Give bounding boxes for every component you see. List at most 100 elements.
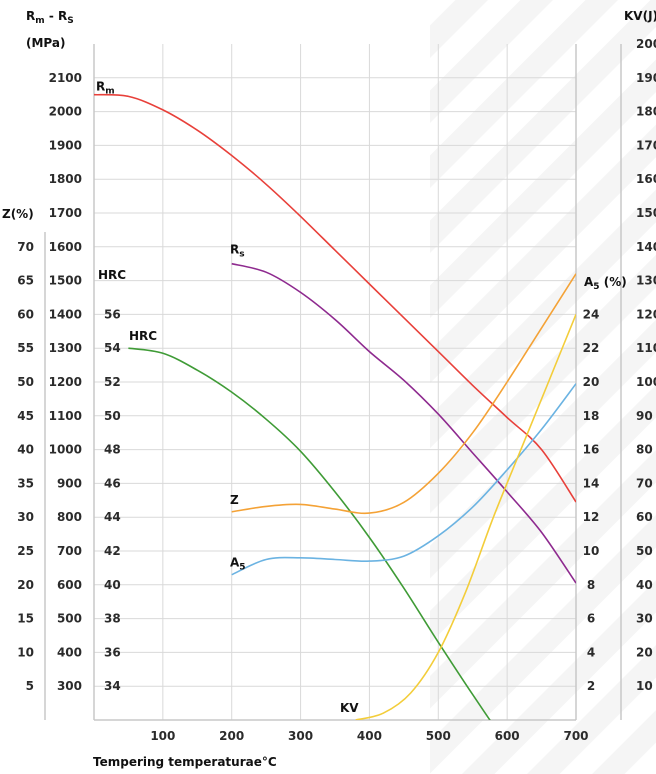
z-tick-label: 50 [17,375,34,389]
series-label-hrc: HRC [129,329,157,343]
strength-tick-label: 2000 [49,105,82,119]
hrc-tick-label: 38 [104,612,121,626]
strength-tick-label: 1200 [49,375,82,389]
x-tick-label: 100 [150,729,175,743]
series-line-kv [355,314,576,720]
kv-tick-label: 180 [636,105,656,119]
x-tick-label: 400 [357,729,382,743]
hrc-tick-label: 40 [104,578,121,592]
kv-tick-label: 80 [636,443,653,457]
x-tick-label: 200 [219,729,244,743]
strength-tick-label: 1900 [49,138,82,152]
strength-tick-label: 600 [57,578,82,592]
strength-tick-label: 900 [57,476,82,490]
a5-tick-label: 20 [583,375,600,389]
a5-tick-label: 22 [583,341,600,355]
a5-tick-label: 8 [587,578,595,592]
series-line-rs [231,262,576,584]
series-line-rm [94,93,576,503]
strength-tick-label: 1100 [49,409,82,423]
series-label-rs: Rs [230,243,245,260]
z-tick-label: 10 [17,645,34,659]
kv-tick-label: 30 [636,612,653,626]
z-tick-label: 20 [17,578,34,592]
labels: 300 400 500 600 700 800 900 1000 1100 1200 1300 140… [17,37,656,743]
hrc-tick-label: 50 [104,409,121,423]
kv-tick-label: 60 [636,510,653,524]
strength-tick-label: 1500 [49,274,82,288]
series-label-a5: A5 [230,556,246,573]
strength-tick-label: 400 [57,645,82,659]
watermark-stripes [430,0,656,774]
kv-tick-label: 160 [636,172,656,186]
series-line-hrc [128,347,491,720]
a5-tick-label: 12 [583,510,600,524]
hrc-tick-label: 42 [104,544,121,558]
series-label-rm: Rm [96,80,115,97]
strength-tick-label: 300 [57,679,82,693]
hrc-axis-title: HRC [98,268,126,282]
kv-tick-label: 100 [636,375,656,389]
hrc-tick-label: 36 [104,645,121,659]
z-tick-label: 30 [17,510,34,524]
z-axis-title: Z(%) [2,207,34,221]
kv-axis-title: KV(J) [624,9,656,23]
kv-tick-label: 70 [636,476,653,490]
z-tick-label: 15 [17,612,34,626]
strength-tick-label: 1700 [49,206,82,220]
z-tick-label: 55 [17,341,34,355]
a5-tick-label: 6 [587,612,595,626]
strength-tick-label: 2100 [49,71,82,85]
strength-tick-label: 800 [57,510,82,524]
axes [44,44,622,721]
x-tick-label: 500 [426,729,451,743]
z-tick-label: 60 [17,307,34,321]
z-tick-label: 40 [17,443,34,457]
kv-tick-label: 190 [636,71,656,85]
x-tick-label: 300 [288,729,313,743]
a5-tick-label: 14 [583,476,600,490]
kv-tick-label: 10 [636,679,653,693]
series-label-z: Z [230,493,239,507]
z-tick-label: 25 [17,544,34,558]
hrc-tick-label: 48 [104,443,121,457]
a5-tick-label: 24 [583,307,600,321]
z-tick-label: 35 [17,476,34,490]
hrc-tick-label: 46 [104,476,121,490]
a5-axis-title: A5 (%) [584,275,627,292]
hrc-tick-label: 34 [104,679,121,693]
a5-tick-label: 10 [583,544,600,558]
hrc-tick-label: 54 [104,341,121,355]
a5-tick-label: 4 [587,645,595,659]
a5-tick-label: 2 [587,679,595,693]
curves [94,93,576,720]
strength-tick-label: 1400 [49,307,82,321]
hrc-tick-label: 52 [104,375,121,389]
kv-tick-label: 200 [636,37,656,51]
z-tick-label: 45 [17,409,34,423]
kv-tick-label: 40 [636,578,653,592]
z-tick-label: 65 [17,274,34,288]
x-tick-label: 700 [563,729,588,743]
series-label-kv: KV [340,701,359,715]
kv-tick-label: 130 [636,274,656,288]
strength-tick-label: 1000 [49,443,82,457]
x-axis-title: Tempering temperaturae°C [93,755,277,769]
kv-tick-label: 90 [636,409,653,423]
kv-tick-label: 110 [636,341,656,355]
grid [94,44,577,720]
hrc-tick-label: 44 [104,510,121,524]
a5-tick-label: 18 [583,409,600,423]
strength-tick-label: 1800 [49,172,82,186]
kv-tick-label: 120 [636,307,656,321]
strength-axis-title: Rm - RS [26,9,74,26]
kv-tick-label: 170 [636,138,656,152]
strength-tick-label: 1300 [49,341,82,355]
kv-tick-label: 20 [636,645,653,659]
strength-tick-label: 700 [57,544,82,558]
x-tick-label: 600 [495,729,520,743]
z-tick-label: 70 [17,240,34,254]
strength-tick-label: 500 [57,612,82,626]
strength-axis-unit: (MPa) [26,36,65,50]
